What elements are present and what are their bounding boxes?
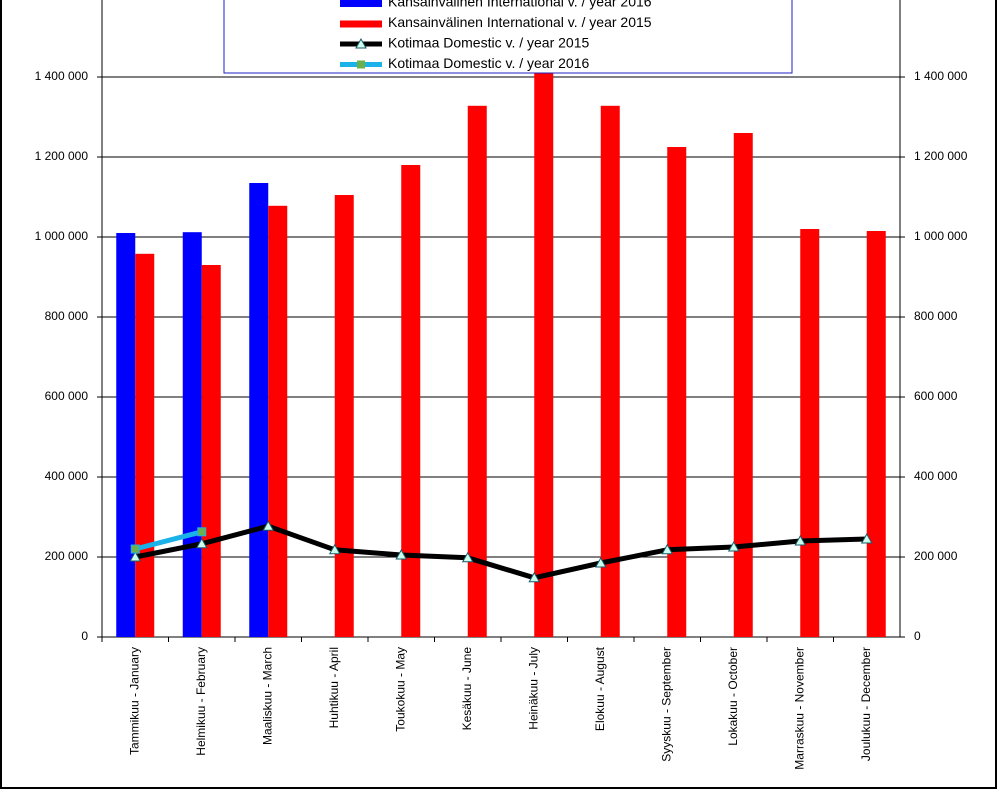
marker — [661, 543, 674, 555]
y2-tick-label: 1 000 000 — [914, 229, 968, 243]
marker — [461, 551, 474, 563]
x-tick-label: Lokakuu - October — [726, 647, 740, 746]
marker — [528, 571, 541, 583]
marker — [395, 548, 408, 560]
y-tick-label: 200 000 — [45, 549, 89, 563]
x-tick-label: Joulukuu - December — [859, 647, 873, 761]
bar — [733, 133, 753, 637]
marker — [262, 520, 275, 531]
legend-label: Kotimaa Domestic v. / year 2015 — [388, 35, 589, 51]
y-tick-label: 1 200 000 — [35, 149, 89, 163]
bar — [600, 105, 620, 638]
y2-tick-label: 600 000 — [914, 389, 958, 403]
y-tick-label: 1 000 000 — [35, 229, 89, 243]
x-tick-label: Huhtikuu - April — [327, 647, 341, 728]
bar — [401, 165, 421, 637]
y2-tick-label: 200 000 — [914, 549, 958, 563]
x-tick-label: Elokuu - August — [593, 646, 607, 731]
legend-label: Kansainvälinen International v. / year 2… — [388, 0, 652, 10]
marker — [129, 550, 142, 562]
y-tick-label: 0 — [81, 629, 88, 643]
legend-swatch — [340, 20, 382, 28]
x-tick-label: Tammikuu - January — [127, 647, 141, 755]
y2-tick-label: 1 400 000 — [914, 69, 968, 83]
bar — [334, 195, 354, 637]
marker — [130, 544, 140, 554]
line — [134, 529, 203, 552]
y-tick-label: 800 000 — [45, 309, 89, 323]
marker — [860, 532, 873, 544]
legend-marker — [357, 60, 365, 69]
marker — [794, 534, 807, 546]
bar — [667, 147, 687, 637]
legend-label: Kotimaa Domestic v. / year 2016 — [388, 55, 589, 71]
x-tick-label: Maaliskuu - March — [260, 647, 274, 745]
bar — [116, 233, 136, 637]
y2-tick-label: 0 — [914, 629, 921, 643]
marker — [727, 540, 740, 552]
bar — [866, 231, 886, 637]
line — [134, 523, 867, 581]
marker — [195, 537, 208, 549]
bar — [249, 183, 269, 637]
x-tick-label: Helmikuu - February — [194, 647, 208, 756]
marker — [197, 527, 207, 537]
bar — [182, 232, 202, 637]
y2-tick-label: 1 200 000 — [914, 149, 968, 163]
x-tick-label: Kesäkuu - June — [460, 647, 474, 731]
y2-tick-label: 800 000 — [914, 309, 958, 323]
bar — [534, 73, 554, 637]
y-tick-label: 400 000 — [45, 469, 89, 483]
bar — [201, 265, 221, 637]
marker — [594, 556, 607, 568]
bar — [268, 205, 288, 638]
x-tick-label: Marraskuu - November — [792, 647, 806, 770]
bar — [467, 105, 487, 638]
bar — [800, 229, 820, 637]
legend-swatch — [340, 0, 382, 7]
x-tick-label: Syyskuu - September — [659, 647, 673, 762]
bar — [135, 253, 155, 638]
legend-label: Kansainvälinen International v. / year 2… — [388, 14, 652, 30]
y-tick-label: 1 400 000 — [35, 69, 89, 83]
legend — [223, 0, 793, 74]
marker — [328, 543, 341, 555]
y-tick-label: 600 000 — [45, 389, 89, 403]
y2-tick-label: 400 000 — [914, 469, 958, 483]
x-tick-label: Heinäkuu - July — [526, 647, 540, 730]
x-tick-label: Toukokuu - May — [393, 647, 407, 732]
legend-marker — [355, 37, 367, 49]
